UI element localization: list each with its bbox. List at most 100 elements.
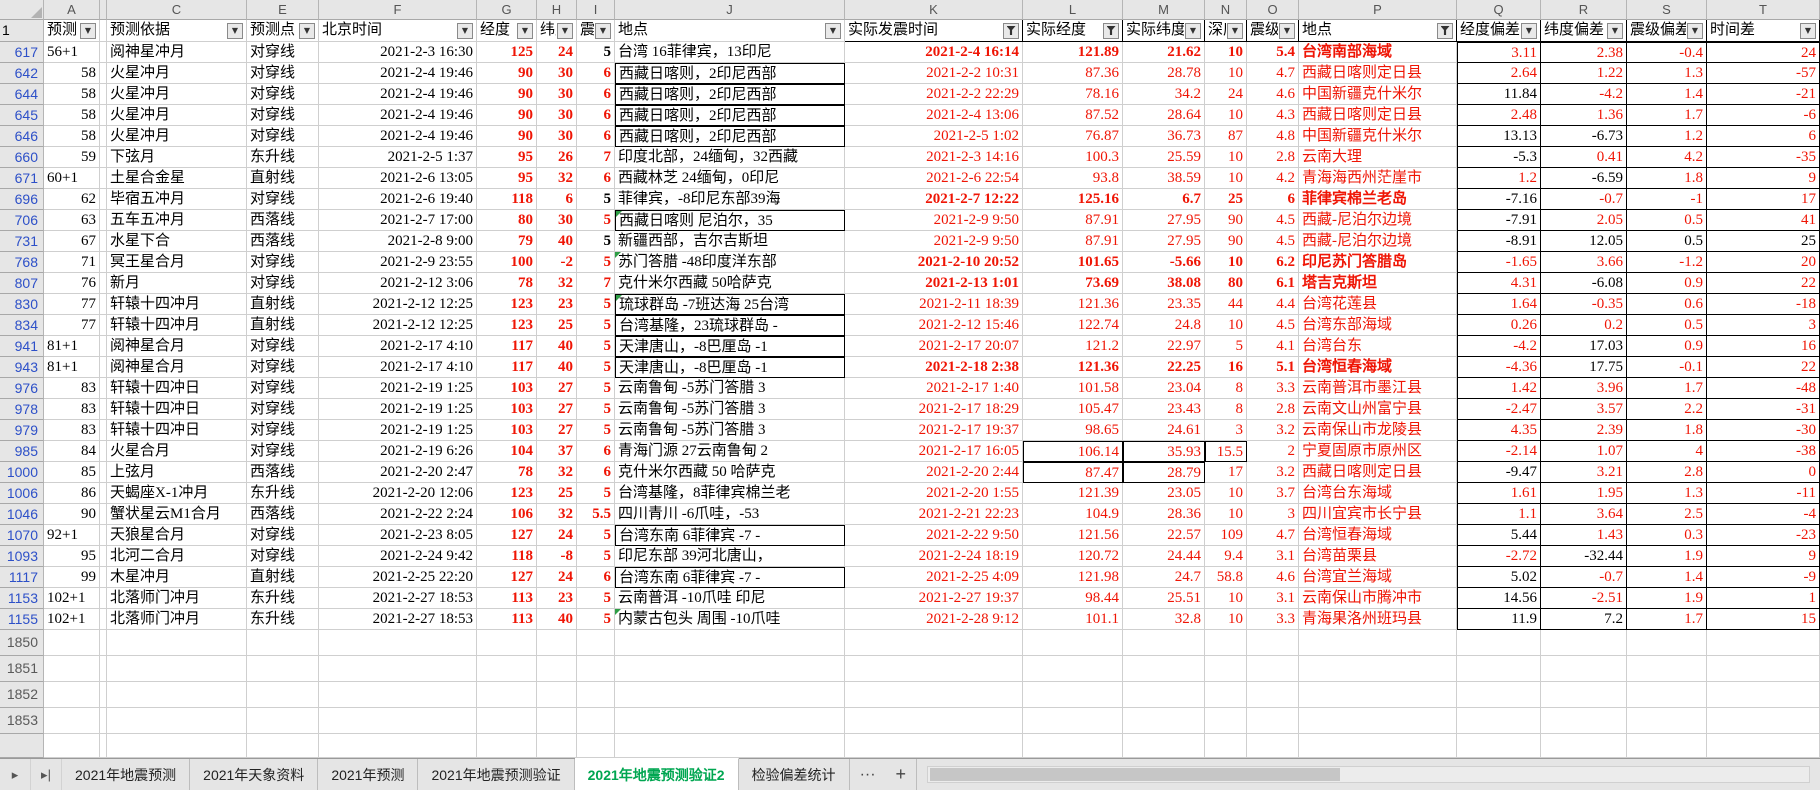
filter-dropdown-button[interactable]: ▼ [825,22,841,39]
cell-768-J[interactable]: 苏门答腊 -48印度洋东部 [615,252,845,273]
cell-671-B[interactable] [100,168,107,189]
cell-696-E[interactable]: 对穿线 [247,189,319,210]
cell-1117-P[interactable]: 台湾宜兰海域 [1299,567,1457,588]
cell-979-P[interactable]: 云南保山市龙陵县 [1299,420,1457,441]
cell-642-F[interactable]: 2021-2-4 19:46 [319,63,477,84]
cell-1070-G[interactable]: 127 [477,525,537,546]
cell-660-E[interactable]: 东升线 [247,147,319,168]
cell-1117-J[interactable]: 台湾东南 6菲律宾 -7 - [615,567,845,588]
row-header-1850[interactable]: 1850 [0,630,44,656]
cell-1851-A[interactable] [44,656,100,682]
header-cell-G[interactable]: 经度 ▼ [477,20,537,42]
cell-807-Q[interactable]: 4.31 [1457,273,1541,294]
cell-1853-G[interactable] [477,708,537,734]
cell-979-F[interactable]: 2021-2-19 1:25 [319,420,477,441]
cell-943-E[interactable]: 对穿线 [247,357,319,378]
cell-617-F[interactable]: 2021-2-3 16:30 [319,42,477,63]
cell-941-L[interactable]: 121.2 [1023,336,1123,357]
cell-1117-S[interactable]: 1.4 [1627,567,1707,588]
cell-644-T[interactable]: -21 [1707,84,1820,105]
cell-1853-N[interactable] [1205,708,1247,734]
column-header-A[interactable]: A [44,0,100,20]
cell-660-H[interactable]: 26 [537,147,577,168]
cell-943-K[interactable]: 2021-2-18 2:38 [845,357,1023,378]
cell-731-E[interactable]: 西落线 [247,231,319,252]
cell-731-B[interactable] [100,231,107,252]
cell-978-G[interactable]: 103 [477,399,537,420]
cell-617-J[interactable]: 台湾 16菲律宾，13印尼 [615,42,845,63]
cell-834-F[interactable]: 2021-2-12 12:25 [319,315,477,336]
header-cell-L[interactable]: 实际经度 [1023,20,1123,42]
cell-671-A[interactable]: 60+1 [44,168,100,189]
cell-941-F[interactable]: 2021-2-17 4:10 [319,336,477,357]
cell-830-O[interactable]: 4.4 [1247,294,1299,315]
cell-1852-C[interactable] [107,682,247,708]
cell-706-Q[interactable]: -7.91 [1457,210,1541,231]
row-header-1093[interactable]: 1093 [0,546,44,567]
cell-644-B[interactable] [100,84,107,105]
cell-943-A[interactable]: 81+1 [44,357,100,378]
cell-1853-S[interactable] [1627,708,1707,734]
cell-1853-F[interactable] [319,708,477,734]
cell-706-C[interactable]: 五车五冲月 [107,210,247,231]
cell-1851-P[interactable] [1299,656,1457,682]
cell-706-S[interactable]: 0.5 [1627,210,1707,231]
cell-1850-I[interactable] [577,630,615,656]
cell-985-G[interactable]: 104 [477,441,537,462]
cell-696-A[interactable]: 62 [44,189,100,210]
cell-1093-E[interactable]: 对穿线 [247,546,319,567]
cell-1070-S[interactable]: 0.3 [1627,525,1707,546]
cell-1000-H[interactable]: 32 [537,462,577,483]
cell-1853-Q[interactable] [1457,708,1541,734]
cell-830-B[interactable] [100,294,107,315]
cell-1046-L[interactable]: 104.9 [1023,504,1123,525]
cell-1117-C[interactable]: 木星冲月 [107,567,247,588]
cell-1117-T[interactable]: -9 [1707,567,1820,588]
cell-979-R[interactable]: 2.39 [1541,420,1627,441]
cell-617-M[interactable]: 21.62 [1123,42,1205,63]
cell-645-G[interactable]: 90 [477,105,537,126]
cell-976-K[interactable]: 2021-2-17 1:40 [845,378,1023,399]
row-header-1851[interactable]: 1851 [0,656,44,682]
filter-dropdown-button[interactable]: ▼ [1227,22,1243,39]
cell-978-M[interactable]: 23.43 [1123,399,1205,420]
cell-768-B[interactable] [100,252,107,273]
cell-807-G[interactable]: 78 [477,273,537,294]
cell-642-C[interactable]: 火星冲月 [107,63,247,84]
cell-660-M[interactable]: 25.59 [1123,147,1205,168]
cell-807-L[interactable]: 73.69 [1023,273,1123,294]
cell-644-H[interactable]: 30 [537,84,577,105]
cell-1093-Q[interactable]: -2.72 [1457,546,1541,567]
cell-660-L[interactable]: 100.3 [1023,147,1123,168]
cell-1153-B[interactable] [100,588,107,609]
cell-834-K[interactable]: 2021-2-12 15:46 [845,315,1023,336]
cell-985-F[interactable]: 2021-2-19 6:26 [319,441,477,462]
cell-1153-J[interactable]: 云南普洱 -10爪哇 印尼 [615,588,845,609]
cell-1153-L[interactable]: 98.44 [1023,588,1123,609]
cell-1117-A[interactable]: 99 [44,567,100,588]
cell-1852-J[interactable] [615,682,845,708]
cell-646-N[interactable]: 87 [1205,126,1247,147]
column-header-N[interactable]: N [1205,0,1247,20]
cell-645-B[interactable] [100,105,107,126]
cell-731-K[interactable]: 2021-2-9 9:50 [845,231,1023,252]
next-sheet-button[interactable]: ▸ [0,759,31,790]
cell-1093-B[interactable] [100,546,107,567]
cell-807-S[interactable]: 0.9 [1627,273,1707,294]
cell-1070-R[interactable]: 1.43 [1541,525,1627,546]
cell-646-J[interactable]: 西藏日喀则，2印尼西部 [615,126,845,147]
filter-dropdown-button[interactable]: ▼ [595,22,611,39]
cell-1046-S[interactable]: 2.5 [1627,504,1707,525]
cell-642-L[interactable]: 87.36 [1023,63,1123,84]
cell-768-H[interactable]: -2 [537,252,577,273]
row-header-644[interactable]: 644 [0,84,44,105]
cell-943-G[interactable]: 117 [477,357,537,378]
cell-834-P[interactable]: 台湾东部海域 [1299,315,1457,336]
cell-1117-I[interactable]: 6 [577,567,615,588]
cell-1153-O[interactable]: 3.1 [1247,588,1299,609]
cell-834-R[interactable]: 0.2 [1541,315,1627,336]
cell-834-C[interactable]: 轩辕十四冲月 [107,315,247,336]
cell-1852-L[interactable] [1023,682,1123,708]
cell-671-O[interactable]: 4.2 [1247,168,1299,189]
cell-660-O[interactable]: 2.8 [1247,147,1299,168]
